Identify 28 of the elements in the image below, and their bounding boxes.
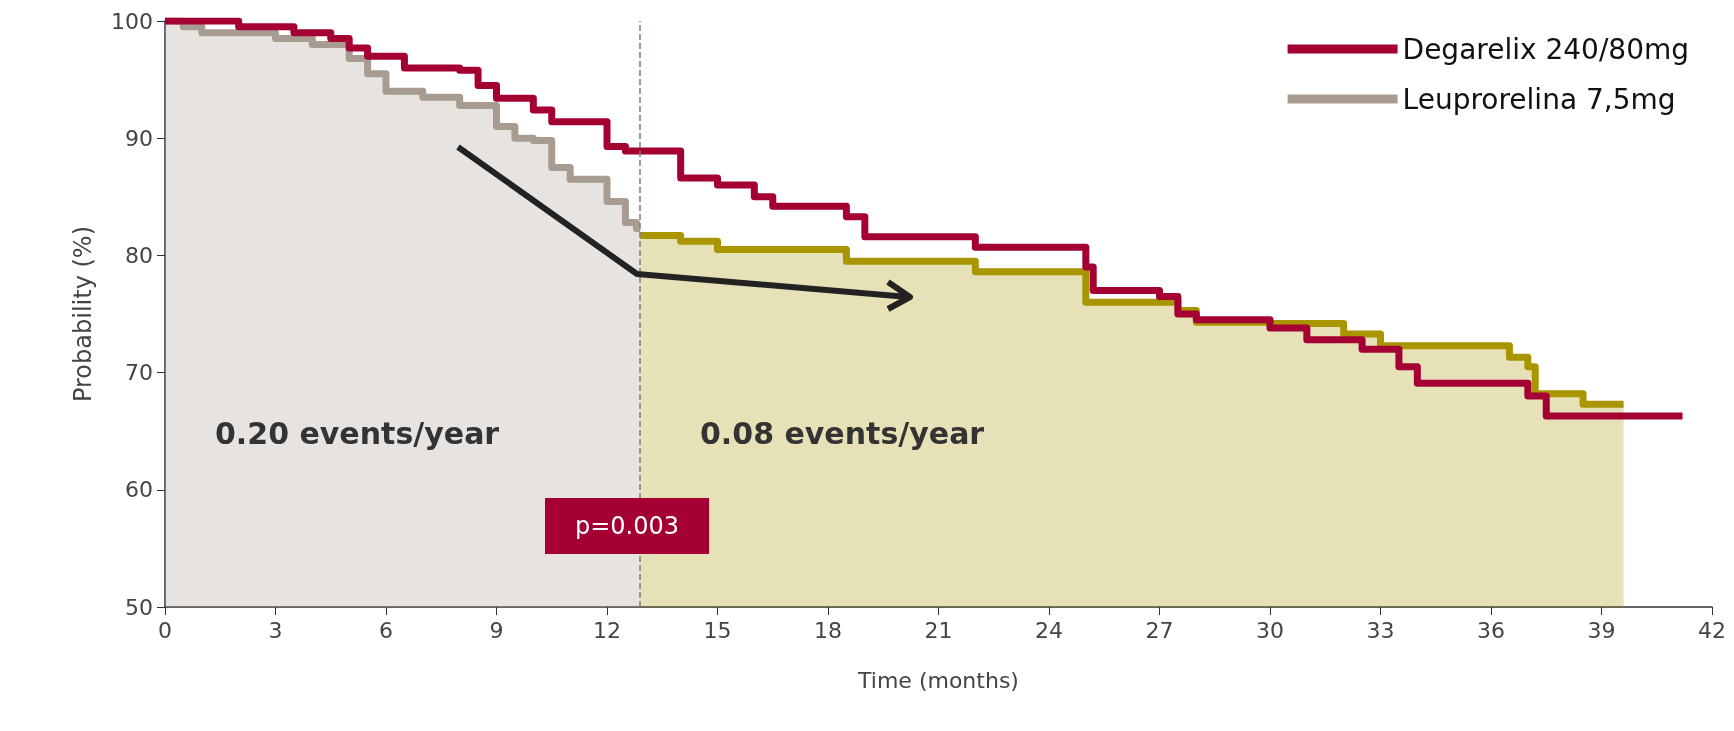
x-tick-label: 3 [268, 617, 283, 643]
x-tick-label: 0 [158, 617, 172, 643]
x-tick-label: 24 [1035, 617, 1063, 643]
legend-label: Degarelix 240/80mg [1402, 32, 1690, 66]
y-tick-label: 60 [125, 477, 153, 503]
y-tick-label: 100 [111, 8, 153, 34]
x-tick-label: 33 [1366, 617, 1395, 643]
x-tick-label: 39 [1587, 617, 1616, 643]
y-tick-label: 90 [125, 125, 153, 151]
y-tick-label: 80 [125, 242, 153, 268]
y-tick-label: 70 [125, 360, 153, 386]
x-axis-title: Time (months) [857, 667, 1019, 693]
x-tick-label: 42 [1698, 617, 1726, 643]
legend-label: Leuprorelina 7,5mg [1402, 82, 1676, 116]
x-tick-label: 18 [814, 617, 842, 643]
annotation: p=0.003 [575, 512, 680, 540]
x-tick-label: 21 [924, 617, 953, 643]
x-tick-label: 30 [1256, 617, 1284, 643]
x-tick-label: 36 [1477, 617, 1505, 643]
x-tick-label: 27 [1145, 617, 1174, 643]
annotation: 0.08 events/year [700, 415, 985, 451]
y-axis-title: Probability (%) [69, 225, 97, 403]
x-tick-label: 15 [703, 617, 732, 643]
x-tick-label: 12 [593, 617, 621, 643]
annotation: 0.20 events/year [215, 415, 500, 451]
x-tick-label: 6 [379, 617, 393, 643]
x-tick-label: 9 [489, 617, 504, 643]
y-tick-label: 50 [125, 594, 153, 620]
